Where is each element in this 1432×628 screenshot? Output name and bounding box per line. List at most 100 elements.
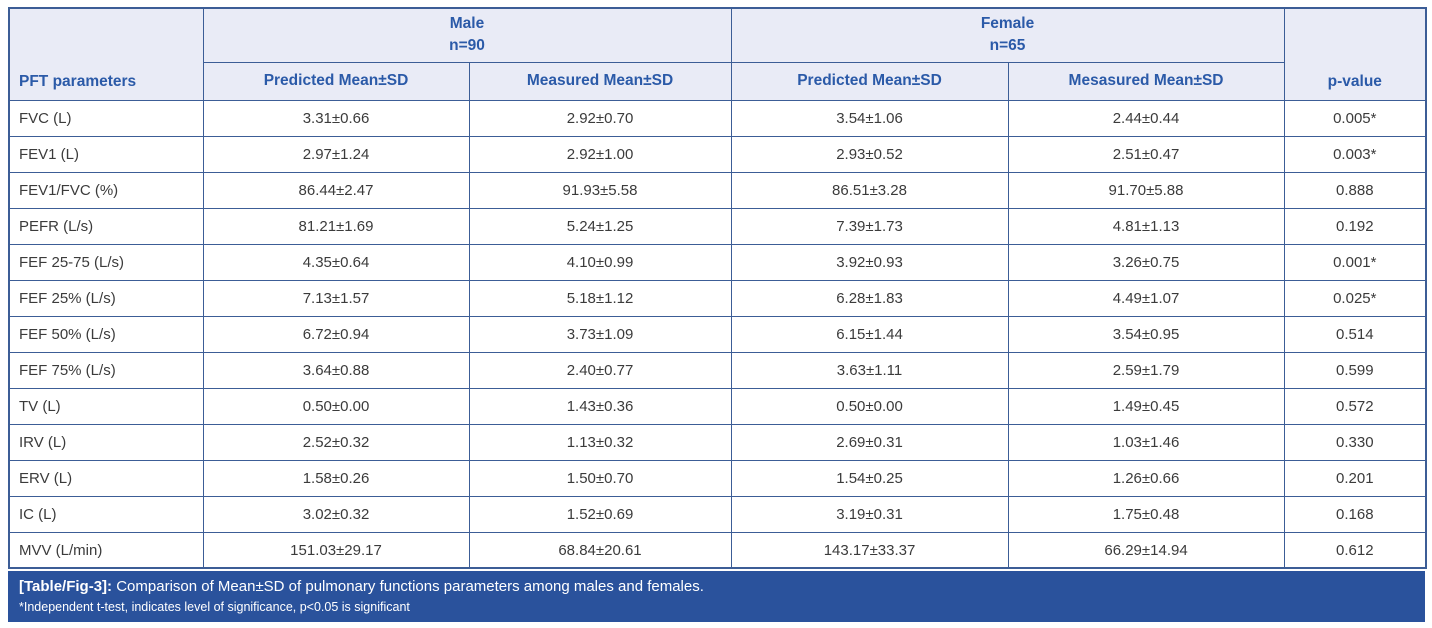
table-row: FEF 25-75 (L/s) 4.35±0.64 4.10±0.99 3.92…	[8, 243, 1427, 281]
cell-female-predicted: 86.51±3.28	[730, 171, 1009, 209]
cell-female-predicted: 3.19±0.31	[730, 495, 1009, 533]
cell-p-value: 0.005*	[1283, 99, 1427, 137]
cell-male-measured: 68.84±20.61	[468, 531, 732, 569]
header-male-measured: Measured Mean±SD	[468, 61, 732, 101]
cell-female-predicted: 7.39±1.73	[730, 207, 1009, 245]
table-row: ERV (L) 1.58±0.26 1.50±0.70 1.54±0.25 1.…	[8, 459, 1427, 497]
cell-male-predicted: 2.52±0.32	[202, 423, 470, 461]
male-group-n: n=90	[449, 37, 485, 55]
cell-male-measured: 1.43±0.36	[468, 387, 732, 425]
cell-female-predicted: 2.69±0.31	[730, 423, 1009, 461]
row-param: FEV1/FVC (%)	[8, 171, 204, 209]
cell-male-measured: 1.13±0.32	[468, 423, 732, 461]
table-caption-bar: [Table/Fig-3]: Comparison of Mean±SD of …	[8, 571, 1425, 622]
row-param: IRV (L)	[8, 423, 204, 461]
row-param: FEF 50% (L/s)	[8, 315, 204, 353]
cell-p-value: 0.003*	[1283, 135, 1427, 173]
cell-male-predicted: 81.21±1.69	[202, 207, 470, 245]
header-female-group: Female n=65	[730, 7, 1285, 63]
cell-female-predicted: 2.93±0.52	[730, 135, 1009, 173]
cell-female-measured: 1.75±0.48	[1007, 495, 1285, 533]
row-param: MVV (L/min)	[8, 531, 204, 569]
cell-female-predicted: 6.28±1.83	[730, 279, 1009, 317]
cell-male-measured: 2.40±0.77	[468, 351, 732, 389]
cell-male-predicted: 0.50±0.00	[202, 387, 470, 425]
cell-female-predicted: 6.15±1.44	[730, 315, 1009, 353]
caption-line: [Table/Fig-3]: Comparison of Mean±SD of …	[19, 577, 1414, 597]
cell-female-predicted: 143.17±33.37	[730, 531, 1009, 569]
cell-male-predicted: 3.02±0.32	[202, 495, 470, 533]
female-group-label: Female	[980, 15, 1035, 32]
cell-male-predicted: 3.31±0.66	[202, 99, 470, 137]
cell-male-predicted: 86.44±2.47	[202, 171, 470, 209]
cell-female-predicted: 3.92±0.93	[730, 243, 1009, 281]
table-row: FEV1 (L) 2.97±1.24 2.92±1.00 2.93±0.52 2…	[8, 135, 1427, 173]
cell-p-value: 0.612	[1283, 531, 1427, 569]
table-body: FVC (L) 3.31±0.66 2.92±0.70 3.54±1.06 2.…	[8, 99, 1427, 569]
header-male-predicted: Predicted Mean±SD	[202, 61, 470, 101]
female-group-n: n=65	[989, 37, 1026, 55]
table-row: FEF 25% (L/s) 7.13±1.57 5.18±1.12 6.28±1…	[8, 279, 1427, 317]
table-row: FEV1/FVC (%) 86.44±2.47 91.93±5.58 86.51…	[8, 171, 1427, 209]
cell-female-predicted: 3.63±1.11	[730, 351, 1009, 389]
header-p-value: p-value	[1283, 7, 1427, 101]
cell-female-measured: 1.03±1.46	[1007, 423, 1285, 461]
table-row: IC (L) 3.02±0.32 1.52±0.69 3.19±0.31 1.7…	[8, 495, 1427, 533]
caption-text: Comparison of Mean±SD of pulmonary funct…	[112, 578, 704, 596]
caption-label: [Table/Fig-3]:	[19, 578, 113, 596]
row-param: ERV (L)	[8, 459, 204, 497]
cell-p-value: 0.201	[1283, 459, 1427, 497]
cell-male-measured: 4.10±0.99	[468, 243, 732, 281]
table-row: FVC (L) 3.31±0.66 2.92±0.70 3.54±1.06 2.…	[8, 99, 1427, 137]
row-param: TV (L)	[8, 387, 204, 425]
cell-male-predicted: 7.13±1.57	[202, 279, 470, 317]
cell-female-measured: 3.54±0.95	[1007, 315, 1285, 353]
row-param: FEF 75% (L/s)	[8, 351, 204, 389]
row-param: PEFR (L/s)	[8, 207, 204, 245]
cell-p-value: 0.888	[1283, 171, 1427, 209]
cell-female-measured: 66.29±14.94	[1007, 531, 1285, 569]
row-param: FEF 25-75 (L/s)	[8, 243, 204, 281]
cell-male-measured: 5.18±1.12	[468, 279, 732, 317]
cell-male-predicted: 3.64±0.88	[202, 351, 470, 389]
cell-female-predicted: 0.50±0.00	[730, 387, 1009, 425]
cell-p-value: 0.001*	[1283, 243, 1427, 281]
pft-comparison-table: PFT parameters Male n=90 Female n=65 p-v…	[8, 7, 1428, 570]
cell-p-value: 0.572	[1283, 387, 1427, 425]
cell-female-measured: 4.81±1.13	[1007, 207, 1285, 245]
cell-male-measured: 5.24±1.25	[468, 207, 732, 245]
cell-p-value: 0.168	[1283, 495, 1427, 533]
cell-female-measured: 3.26±0.75	[1007, 243, 1285, 281]
cell-male-predicted: 6.72±0.94	[202, 315, 470, 353]
cell-male-predicted: 4.35±0.64	[202, 243, 470, 281]
male-group-label: Male	[449, 15, 485, 32]
row-param: FEV1 (L)	[8, 135, 204, 173]
cell-female-measured: 2.51±0.47	[1007, 135, 1285, 173]
cell-female-measured: 1.49±0.45	[1007, 387, 1285, 425]
table-row: MVV (L/min) 151.03±29.17 68.84±20.61 143…	[8, 531, 1427, 569]
table-row: TV (L) 0.50±0.00 1.43±0.36 0.50±0.00 1.4…	[8, 387, 1427, 425]
header-pft-parameters: PFT parameters	[8, 7, 204, 101]
table-row: FEF 50% (L/s) 6.72±0.94 3.73±1.09 6.15±1…	[8, 315, 1427, 353]
cell-female-measured: 1.26±0.66	[1007, 459, 1285, 497]
table-row: FEF 75% (L/s) 3.64±0.88 2.40±0.77 3.63±1…	[8, 351, 1427, 389]
cell-female-measured: 4.49±1.07	[1007, 279, 1285, 317]
cell-male-measured: 91.93±5.58	[468, 171, 732, 209]
cell-male-measured: 2.92±1.00	[468, 135, 732, 173]
table-row: IRV (L) 2.52±0.32 1.13±0.32 2.69±0.31 1.…	[8, 423, 1427, 461]
row-param: FVC (L)	[8, 99, 204, 137]
cell-male-measured: 3.73±1.09	[468, 315, 732, 353]
cell-p-value: 0.192	[1283, 207, 1427, 245]
caption-footnote: *Independent t-test, indicates level of …	[19, 599, 410, 614]
cell-p-value: 0.599	[1283, 351, 1427, 389]
header-female-measured: Mesasured Mean±SD	[1007, 61, 1285, 101]
table-header: PFT parameters Male n=90 Female n=65 p-v…	[8, 7, 1427, 101]
table-row: PEFR (L/s) 81.21±1.69 5.24±1.25 7.39±1.7…	[8, 207, 1427, 245]
cell-female-predicted: 1.54±0.25	[730, 459, 1009, 497]
cell-female-measured: 2.44±0.44	[1007, 99, 1285, 137]
header-male-group: Male n=90	[202, 7, 732, 63]
cell-male-measured: 2.92±0.70	[468, 99, 732, 137]
header-female-predicted: Predicted Mean±SD	[730, 61, 1009, 101]
cell-male-measured: 1.52±0.69	[468, 495, 732, 533]
cell-male-predicted: 2.97±1.24	[202, 135, 470, 173]
